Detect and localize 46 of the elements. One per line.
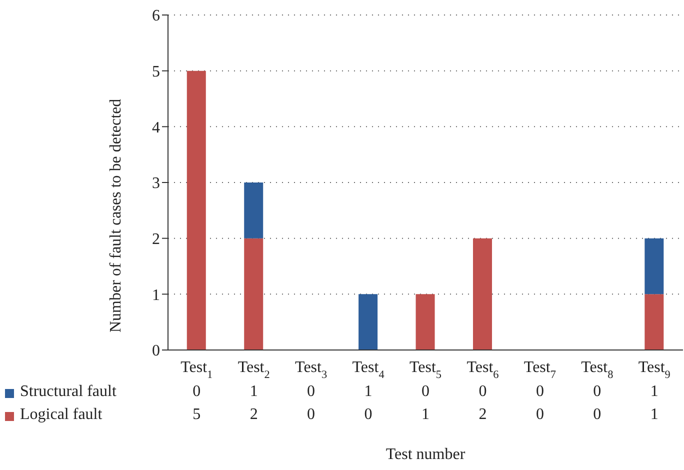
y-tick-label: 5 bbox=[152, 64, 160, 81]
y-axis-title: Number of fault cases to be detected bbox=[108, 98, 125, 332]
x-tick-label: Test$_{4}$ bbox=[352, 359, 385, 381]
x-tick-label: Test$_{7}$ bbox=[524, 359, 556, 381]
data-label: 1 bbox=[363, 383, 374, 401]
x-tick-label: Test$_{9}$ bbox=[638, 359, 671, 381]
bar bbox=[244, 182, 264, 238]
data-label: 0 bbox=[363, 406, 374, 424]
bar bbox=[186, 70, 206, 350]
data-label: 0 bbox=[306, 383, 316, 401]
y-tick-label: 2 bbox=[152, 231, 160, 248]
legend-label: Structural fault bbox=[20, 383, 116, 401]
y-tick-label: 1 bbox=[152, 286, 160, 304]
y-tick-label: 4 bbox=[152, 119, 160, 136]
x-tick-label: Test$_{6}$ bbox=[466, 359, 500, 381]
data-label: 0 bbox=[192, 383, 202, 401]
y-tick-label: 0 bbox=[152, 342, 160, 360]
x-tick-label: Test$_{5}$ bbox=[409, 359, 442, 381]
data-label: 5 bbox=[192, 406, 202, 424]
data-label: 2 bbox=[478, 406, 488, 424]
data-label: 2 bbox=[248, 406, 259, 424]
legend-label: Logical fault bbox=[20, 406, 102, 424]
y-tick-label: 6 bbox=[152, 8, 160, 25]
bar bbox=[644, 238, 664, 294]
data-label: 1 bbox=[649, 406, 660, 424]
data-label: 0 bbox=[306, 406, 316, 424]
data-label: 1 bbox=[420, 406, 430, 424]
data-label: 0 bbox=[420, 383, 430, 401]
data-label: 0 bbox=[534, 406, 545, 424]
x-axis-title: Test number bbox=[386, 446, 466, 463]
bar bbox=[244, 238, 264, 350]
data-label: 1 bbox=[649, 383, 660, 401]
bar bbox=[472, 238, 492, 350]
bar bbox=[644, 294, 664, 350]
x-tick-label: Test$_{2}$ bbox=[238, 359, 270, 381]
bar bbox=[358, 294, 378, 350]
data-label: 1 bbox=[248, 383, 259, 401]
y-tick-label: 3 bbox=[152, 175, 160, 192]
x-tick-label: Test$_{1}$ bbox=[180, 359, 213, 381]
data-label: 0 bbox=[592, 406, 602, 424]
data-label: 0 bbox=[478, 383, 488, 401]
data-label: 0 bbox=[592, 383, 602, 401]
x-tick-label: Test$_{3}$ bbox=[295, 359, 328, 381]
bar bbox=[416, 294, 435, 350]
data-label: 0 bbox=[534, 383, 545, 401]
x-tick-label: Test$_{8}$ bbox=[581, 359, 614, 381]
